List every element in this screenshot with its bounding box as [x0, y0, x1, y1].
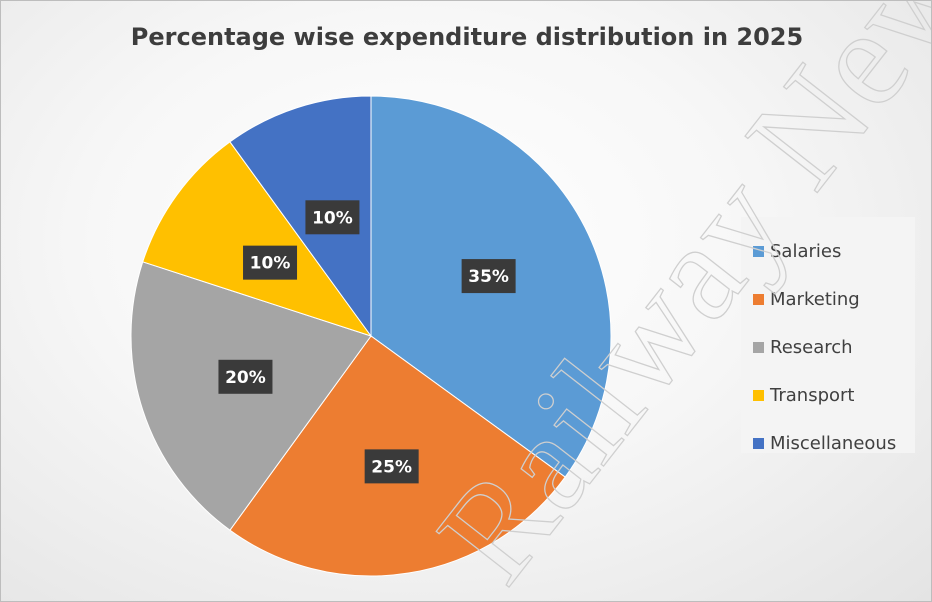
legend-swatch: [753, 245, 764, 257]
data-label-transport: 10%: [243, 245, 298, 280]
pie-slice-research: [130, 261, 372, 531]
legend-item-transport: Transport: [753, 371, 915, 419]
data-label-text: 20%: [225, 368, 266, 388]
pie-slice-miscellaneous: [229, 95, 372, 338]
legend-swatch: [753, 437, 764, 449]
legend-item-research: Research: [753, 323, 915, 371]
data-label-box: [364, 449, 419, 484]
data-label-salaries: 35%: [461, 259, 516, 294]
data-label-box: [461, 259, 516, 294]
legend-label: Marketing: [770, 288, 860, 310]
legend-item-marketing: Marketing: [753, 275, 915, 323]
legend-item-salaries: Salaries: [753, 227, 915, 275]
legend-swatch: [753, 341, 764, 353]
data-label-box: [305, 200, 360, 235]
data-label-research: 20%: [218, 359, 273, 394]
pie-slices: [130, 95, 612, 577]
legend-swatch: [753, 293, 764, 305]
data-label-miscellaneous: 10%: [305, 200, 360, 235]
legend-swatch: [753, 389, 764, 401]
chart-legend: Salaries Marketing Research Transport Miscel…: [741, 217, 915, 454]
pie-slice-transport: [142, 141, 373, 337]
chart-title: Percentage wise expenditure distribution…: [130, 23, 804, 51]
data-label-box: [243, 245, 298, 280]
legend-item-miscellaneous: Miscellaneous: [753, 419, 915, 467]
data-label-marketing: 25%: [364, 449, 419, 484]
pie-data-labels: 35% 25% 20% 10% 10%: [218, 200, 516, 484]
data-label-text: 25%: [371, 457, 412, 477]
legend-label: Salaries: [770, 240, 842, 262]
data-label-box: [218, 359, 273, 394]
data-label-text: 10%: [312, 208, 353, 228]
data-label-text: 35%: [468, 267, 509, 287]
data-label-text: 10%: [250, 254, 291, 274]
legend-label: Transport: [770, 384, 855, 406]
legend-label: Miscellaneous: [770, 432, 897, 454]
legend-label: Research: [770, 336, 853, 358]
